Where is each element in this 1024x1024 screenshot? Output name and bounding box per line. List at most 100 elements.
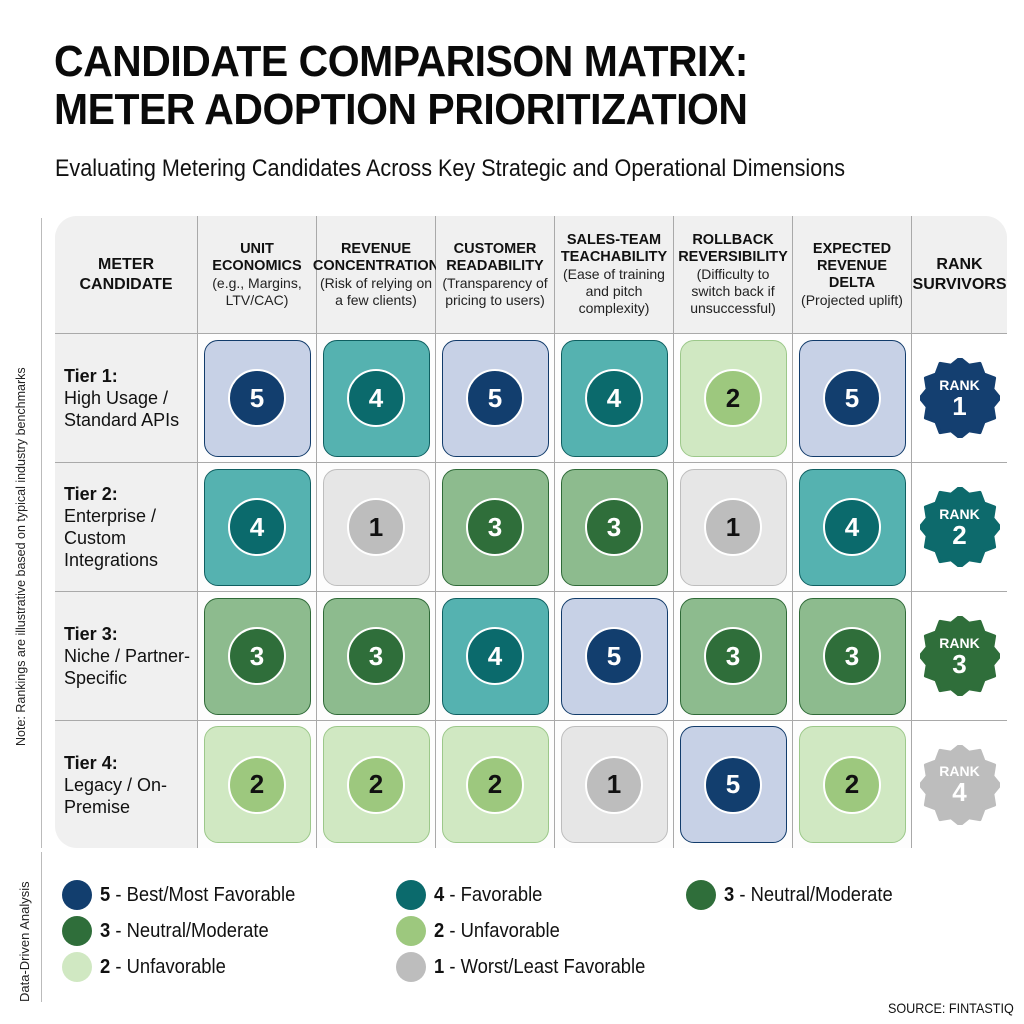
rank-number: 1 — [952, 390, 967, 421]
legend-item: 1 - Worst/Least Favorable — [396, 952, 664, 982]
column-header-meter-candidate: METER CANDIDATE — [55, 216, 198, 334]
score-cell-sales-team-teachability: 5 — [555, 592, 674, 721]
column-header-subtitle: (Transparency of pricing to users) — [442, 274, 548, 308]
score-tile: 4 — [798, 468, 906, 586]
score-cell-expected-revenue-delta: 4 — [793, 463, 912, 592]
score-badge: 4 — [347, 369, 405, 427]
legend-swatch-icon — [396, 916, 426, 946]
legend: 5 - Best/Most Favorable 4 - Favorable 3 - … — [62, 880, 962, 990]
score-tile: 2 — [798, 726, 906, 843]
column-header-rollback-reversibility: ROLLBACK REVERSIBILITY (Difficulty to swi… — [674, 216, 793, 334]
column-header-customer-readability: CUSTOMER READABILITY (Transparency of pri… — [436, 216, 555, 334]
legend-label: - Unfavorable — [110, 955, 226, 978]
score-badge: 5 — [228, 369, 286, 427]
score-tile: 5 — [441, 339, 549, 457]
legend-swatch-icon — [396, 880, 426, 910]
score-badge: 4 — [823, 498, 881, 556]
tier-name: Tier 4: — [64, 752, 118, 773]
score-tile: 3 — [203, 597, 311, 715]
legend-swatch-icon — [686, 880, 716, 910]
legend-swatch-icon — [62, 880, 92, 910]
score-badge: 2 — [347, 755, 405, 814]
score-badge: 3 — [823, 627, 881, 685]
score-cell-expected-revenue-delta: 2 — [793, 721, 912, 848]
score-tile: 3 — [441, 468, 549, 586]
score-badge: 3 — [704, 627, 762, 685]
score-cell-customer-readability: 2 — [436, 721, 555, 848]
tier-description: Enterprise / Custom Integrations — [64, 506, 159, 570]
legend-score: 5 — [100, 883, 111, 906]
legend-item: 4 - Favorable — [396, 880, 552, 910]
legend-item: 2 - Unfavorable — [62, 952, 237, 982]
score-tile: 4 — [322, 339, 430, 457]
score-tile: 2 — [203, 726, 311, 843]
tier-name: Tier 1: — [64, 366, 118, 386]
score-badge: 1 — [347, 498, 405, 556]
score-cell-unit-economics: 4 — [198, 463, 317, 592]
score-cell-revenue-concentration: 2 — [317, 721, 436, 848]
row-label-tier-4: Tier 4: Legacy / On-Premise — [55, 721, 198, 848]
score-tile: 4 — [203, 468, 311, 586]
page-subtitle: Evaluating Metering Candidates Across Ke… — [55, 155, 846, 182]
score-cell-unit-economics: 5 — [198, 334, 317, 463]
score-cell-revenue-concentration: 3 — [317, 592, 436, 721]
column-header-title: SALES-TEAM TEACHABILITY — [560, 232, 668, 265]
score-badge: 5 — [823, 369, 881, 427]
title-line-2: METER ADOPTION PRIORITIZATION — [54, 85, 748, 134]
tier-description: High Usage / Standard APIs — [64, 388, 180, 430]
column-header-expected-revenue-delta: EXPECTED REVENUE DELTA (Projected uplift) — [793, 216, 912, 334]
rank-cell: RANK 4 — [912, 721, 1007, 848]
score-badge: 3 — [228, 627, 286, 685]
score-cell-customer-readability: 3 — [436, 463, 555, 592]
score-cell-customer-readability: 5 — [436, 334, 555, 463]
score-cell-expected-revenue-delta: 5 — [793, 334, 912, 463]
score-tile: 2 — [322, 726, 430, 843]
rank-number: 3 — [952, 648, 967, 679]
column-header-title: UNIT ECONOMICS — [212, 240, 302, 274]
score-badge: 5 — [466, 369, 524, 427]
legend-score: 4 — [434, 883, 445, 906]
legend-item: 2 - Unfavorable — [396, 916, 571, 946]
title-line-1: CANDIDATE COMPARISON MATRIX: — [54, 37, 748, 86]
score-badge: 5 — [704, 755, 762, 814]
score-badge: 3 — [347, 627, 405, 685]
column-header-unit-economics: UNIT ECONOMICS (e.g., Margins, LTV/CAC) — [198, 216, 317, 334]
rank-badge-icon: RANK 1 — [919, 358, 1000, 438]
score-badge: 1 — [585, 755, 643, 814]
legend-label: - Worst/Least Favorable — [444, 955, 646, 978]
legend-item: 3 - Neutral/Moderate — [686, 880, 907, 910]
score-tile: 1 — [679, 468, 787, 586]
score-badge: 2 — [704, 369, 762, 427]
score-tile: 1 — [322, 468, 430, 586]
rank-cell: RANK 2 — [912, 463, 1007, 592]
comparison-matrix: METER CANDIDATE UNIT ECONOMICS (e.g., Marg… — [55, 216, 1007, 848]
score-cell-rollback-reversibility: 2 — [674, 334, 793, 463]
column-header-title: ROLLBACK REVERSIBILITY — [678, 232, 788, 265]
score-badge: 3 — [466, 498, 524, 556]
score-tile: 5 — [560, 597, 668, 715]
rank-number: 2 — [952, 519, 967, 550]
score-tile: 2 — [441, 726, 549, 843]
legend-label: - Neutral/Moderate — [734, 883, 893, 906]
column-header-subtitle: (Risk of relying on a few clients) — [319, 274, 433, 308]
rank-label: RANK — [939, 376, 980, 393]
tier-name: Tier 3: — [64, 624, 118, 644]
column-header-revenue-concentration: REVENUE CONCENTRATION (Risk of relying on… — [313, 216, 439, 334]
tier-description: Legacy / On-Premise — [64, 774, 168, 817]
column-header-title: REVENUE CONCENTRATION — [312, 240, 440, 274]
score-tile: 3 — [798, 597, 906, 715]
score-tile: 3 — [560, 468, 668, 586]
score-tile: 5 — [679, 726, 787, 843]
column-header-title: RANK SURVIVORS — [912, 255, 1007, 293]
legend-label: - Favorable — [444, 883, 543, 906]
side-divider — [41, 218, 42, 848]
score-cell-rollback-reversibility: 1 — [674, 463, 793, 592]
score-badge: 3 — [585, 498, 643, 556]
score-badge: 4 — [466, 627, 524, 685]
score-tile: 1 — [560, 726, 668, 843]
rank-label: RANK — [939, 634, 980, 651]
source-credit: SOURCE: FINTASTIQ — [888, 1000, 1014, 1016]
score-badge: 4 — [585, 369, 643, 427]
column-header-title: EXPECTED REVENUE DELTA — [812, 240, 892, 291]
column-header-subtitle: (Ease of training and pitch complexity) — [563, 266, 665, 316]
